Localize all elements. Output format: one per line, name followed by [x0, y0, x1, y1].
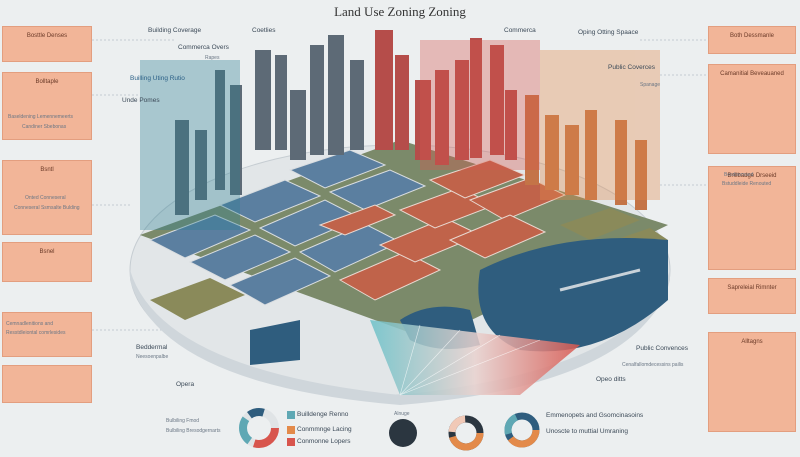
label-bottom-left-sub: Bulbiling Bresodgernarts — [166, 428, 221, 434]
pond-water — [250, 320, 300, 365]
label-public-right-sub: Cenalfallomdecessins pailis — [622, 362, 684, 368]
label-building-ratio: Builling Uting Rutio — [130, 75, 185, 82]
skyline-right — [525, 95, 647, 210]
right-panel-2: Camanitial Beveauaned — [708, 64, 796, 154]
legend-swatch — [287, 426, 295, 434]
right-panel-3: Bnllbadge Drseeid — [708, 166, 796, 270]
label-open-space: Oping Otting Spaace — [578, 29, 639, 36]
label-residential-left: Baseldening Lemennemeerts — [8, 114, 74, 120]
legend-swatch — [287, 438, 295, 446]
legend-mid-label: Alnuge — [394, 411, 410, 417]
label-commerce-overs: Commerca Overs — [178, 44, 229, 51]
donut-chart-left — [239, 408, 279, 448]
label-under-pomes: Unde Pomes — [122, 97, 160, 104]
fan-stripes — [399, 324, 541, 396]
skyline-center — [375, 30, 517, 165]
right-panel-label: Camanitial Beveauaned — [720, 71, 784, 77]
residential-blocks-blue — [148, 149, 427, 306]
right-panel-label: Bnllbadge Drseeid — [727, 173, 777, 179]
legend-item-2: Conmmnge Lacing — [297, 426, 352, 433]
label-operar: Opeo ditts — [596, 376, 626, 383]
left-panel-2: Bolltaple — [2, 72, 92, 140]
label-building-coverage: Building Coverage — [148, 27, 202, 34]
river-water — [478, 238, 668, 352]
skyline-streaks — [140, 40, 660, 230]
right-panel-label: Both Dessmanle — [729, 33, 775, 39]
donut-chart-mid — [448, 415, 484, 451]
right-panel-1: Both Dessmanle — [708, 26, 796, 54]
label-onted-sub: Conneseral Ssmsalte Bulding — [14, 205, 80, 211]
solid-circle-chart — [389, 419, 417, 447]
label-rapes: Rapes — [205, 55, 220, 61]
label-residential-top-sub: Bstuddleide Renouted — [722, 181, 772, 187]
left-panel-4: Bsnel — [2, 242, 92, 282]
right-panel-label: Sapreleial Rimnter — [727, 285, 777, 291]
label-residential-top: Besdoemaed — [724, 172, 754, 178]
left-panel-label: Bsntl — [40, 167, 54, 173]
right-panel-4: Sapreleial Rimnter — [708, 278, 796, 314]
left-panel-label: Bsnel — [39, 249, 55, 255]
left-panel-5 — [2, 312, 92, 357]
left-panel-3: Bsntl — [2, 160, 92, 235]
bridge — [559, 268, 641, 292]
right-panel-5: Alltagns — [708, 332, 796, 432]
label-bottom-left: Bulbiling Fmod — [166, 418, 200, 424]
leader-lines — [92, 39, 708, 331]
right-panel-label: Alltagns — [741, 339, 763, 345]
label-beddermal-sub: Neesoenpalbe — [136, 354, 169, 360]
skyline-left — [175, 35, 364, 215]
label-commerca: Commerca — [504, 27, 536, 34]
donut-chart-right — [504, 412, 540, 448]
left-panel-6 — [2, 365, 92, 403]
label-public-overs: Public Coverces — [608, 64, 655, 71]
label-commercial-left-sub: Resstdleiontal comrlesides — [6, 330, 66, 336]
label-commercial-left: Cemnadlenitions and — [6, 321, 53, 327]
left-panel-label: Bosttle Denses — [26, 33, 68, 39]
label-onted: Onted Conneseral — [25, 195, 66, 201]
label-coetlies: Coetlies — [252, 27, 276, 34]
legend-right-1: Emmenopets and Gsomcinasoins — [546, 412, 644, 419]
page-title: Land Use Zoning Zoning — [334, 4, 466, 19]
left-panel-1: Bosttle Denses — [2, 26, 92, 62]
label-residential-left-sub: Candiner Sbebonas — [22, 124, 67, 130]
legend-item-3: Conmonne Lopers — [297, 438, 351, 445]
legend-right-2: Unoscte to muttial Umraning — [546, 428, 629, 435]
label-public-right: Public Convences — [636, 345, 689, 352]
legend-swatch — [287, 411, 295, 419]
label-beddermal: Beddermal — [136, 344, 168, 351]
label-opera: Opera — [176, 381, 195, 388]
data-fan — [370, 320, 580, 395]
residential-blocks-red — [318, 159, 567, 301]
legend-item-1: Builldenge Renno — [297, 411, 349, 418]
left-panel-label: Bolltaple — [35, 79, 59, 85]
label-spanage: Spanage — [640, 82, 661, 88]
